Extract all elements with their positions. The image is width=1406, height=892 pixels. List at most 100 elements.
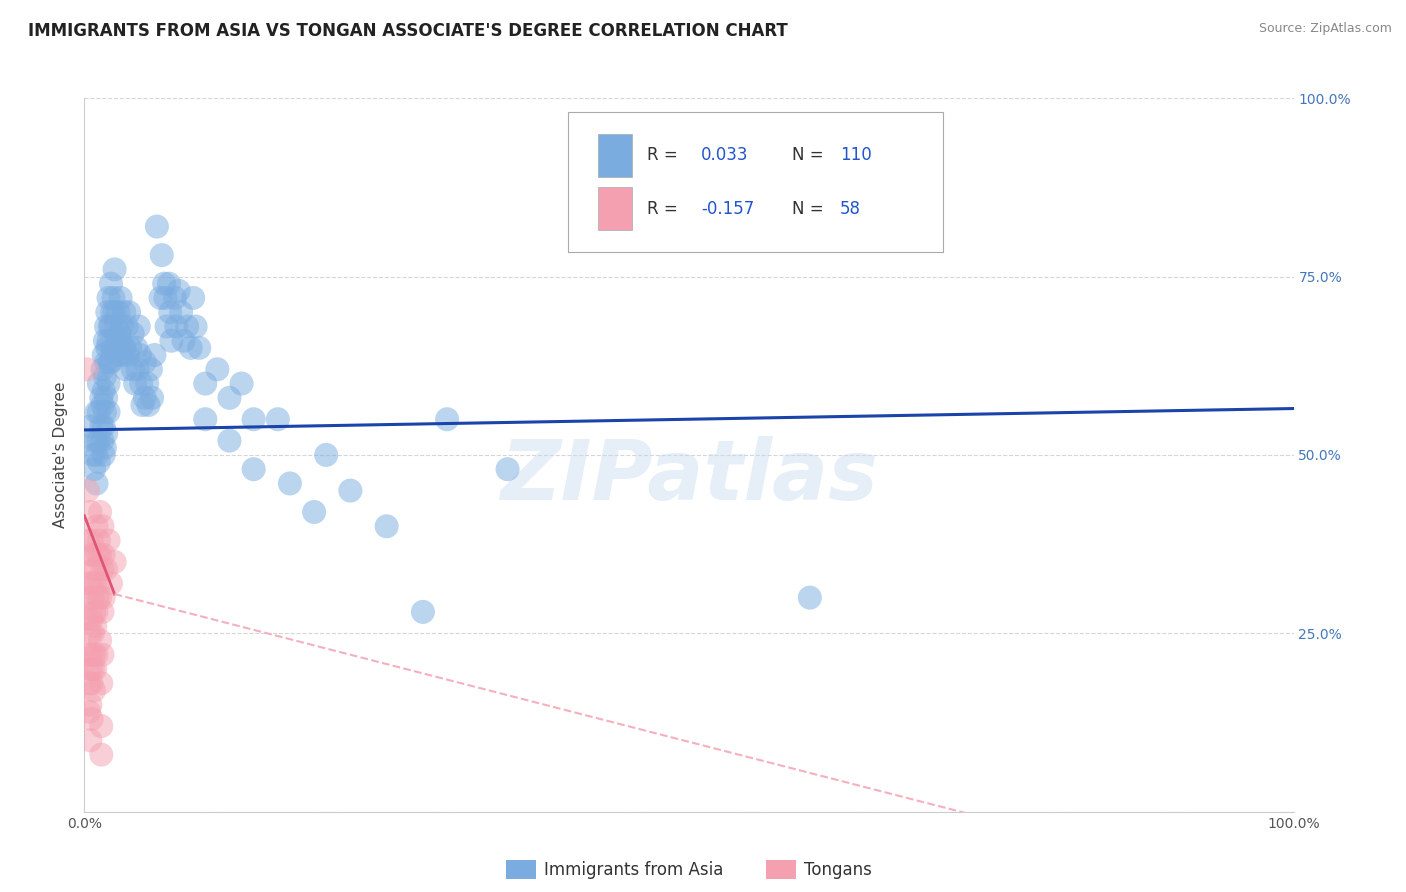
Point: [83, 605, 105, 619]
Point: [218, 434, 240, 448]
Point: [181, 291, 204, 305]
Point: [79, 505, 101, 519]
Text: N =: N =: [792, 200, 824, 218]
Point: [155, 291, 177, 305]
Point: [194, 376, 217, 391]
Point: [83, 462, 105, 476]
Point: [89, 548, 111, 562]
Point: [121, 326, 143, 341]
Text: IMMIGRANTS FROM ASIA VS TONGAN ASSOCIATE'S DEGREE CORRELATION CHART: IMMIGRANTS FROM ASIA VS TONGAN ASSOCIATE…: [28, 22, 787, 40]
Point: [82, 626, 104, 640]
Point: [136, 376, 159, 391]
Text: ZIPatlas: ZIPatlas: [501, 436, 877, 516]
Point: [188, 341, 211, 355]
Point: [82, 662, 104, 676]
Point: [91, 362, 114, 376]
Point: [104, 262, 127, 277]
Point: [90, 391, 112, 405]
Text: -0.157: -0.157: [702, 200, 754, 218]
Point: [80, 612, 103, 626]
Point: [207, 362, 229, 376]
FancyBboxPatch shape: [599, 187, 633, 230]
Point: [82, 591, 104, 605]
Point: [799, 591, 821, 605]
Point: [97, 291, 120, 305]
Point: [94, 319, 117, 334]
Point: [91, 398, 114, 412]
Point: [93, 591, 115, 605]
Point: [79, 626, 101, 640]
Point: [80, 676, 103, 690]
Text: R =: R =: [647, 200, 678, 218]
Point: [159, 305, 181, 319]
Point: [94, 426, 117, 441]
Point: [79, 591, 101, 605]
Point: [129, 348, 152, 362]
Point: [184, 319, 207, 334]
Point: [436, 412, 458, 426]
Point: [105, 341, 128, 355]
Point: [77, 576, 100, 591]
Point: [141, 391, 163, 405]
Point: [100, 319, 122, 334]
Point: [97, 376, 120, 391]
Point: [118, 305, 141, 319]
Point: [89, 505, 111, 519]
Point: [97, 405, 120, 419]
Point: [97, 334, 120, 348]
Point: [101, 341, 124, 355]
Point: [83, 434, 105, 448]
Point: [110, 334, 132, 348]
Point: [267, 412, 290, 426]
Point: [77, 483, 100, 498]
Point: [77, 612, 100, 626]
Point: [128, 319, 150, 334]
Point: [103, 291, 125, 305]
Point: [149, 291, 172, 305]
Point: [124, 376, 146, 391]
Point: [170, 305, 193, 319]
Point: [112, 341, 135, 355]
Point: [107, 348, 129, 362]
Point: [173, 334, 195, 348]
Point: [86, 519, 108, 533]
Point: [134, 355, 156, 369]
Point: [100, 277, 122, 291]
Point: [83, 648, 105, 662]
Point: [86, 548, 108, 562]
Point: [93, 384, 115, 398]
Point: [94, 441, 117, 455]
Point: [121, 362, 143, 376]
Point: [77, 648, 100, 662]
Point: [176, 319, 198, 334]
Point: [87, 576, 110, 591]
Point: [90, 676, 112, 690]
Point: [87, 376, 110, 391]
Point: [87, 405, 110, 419]
Point: [315, 448, 337, 462]
Point: [79, 548, 101, 562]
Point: [84, 662, 107, 676]
Point: [165, 319, 187, 334]
Point: [91, 648, 114, 662]
Point: [120, 341, 142, 355]
Point: [94, 562, 117, 576]
Point: [115, 319, 138, 334]
Point: [80, 648, 103, 662]
Point: [153, 277, 176, 291]
Point: [98, 355, 121, 369]
Point: [86, 562, 108, 576]
Point: [96, 305, 118, 319]
Point: [242, 412, 264, 426]
Point: [339, 483, 361, 498]
Point: [90, 719, 112, 733]
FancyBboxPatch shape: [568, 112, 943, 252]
Point: [87, 434, 110, 448]
Point: [79, 733, 101, 747]
Point: [77, 705, 100, 719]
Point: [218, 391, 240, 405]
Point: [104, 341, 127, 355]
Point: [496, 462, 519, 476]
Point: [90, 747, 112, 762]
Point: [97, 533, 120, 548]
